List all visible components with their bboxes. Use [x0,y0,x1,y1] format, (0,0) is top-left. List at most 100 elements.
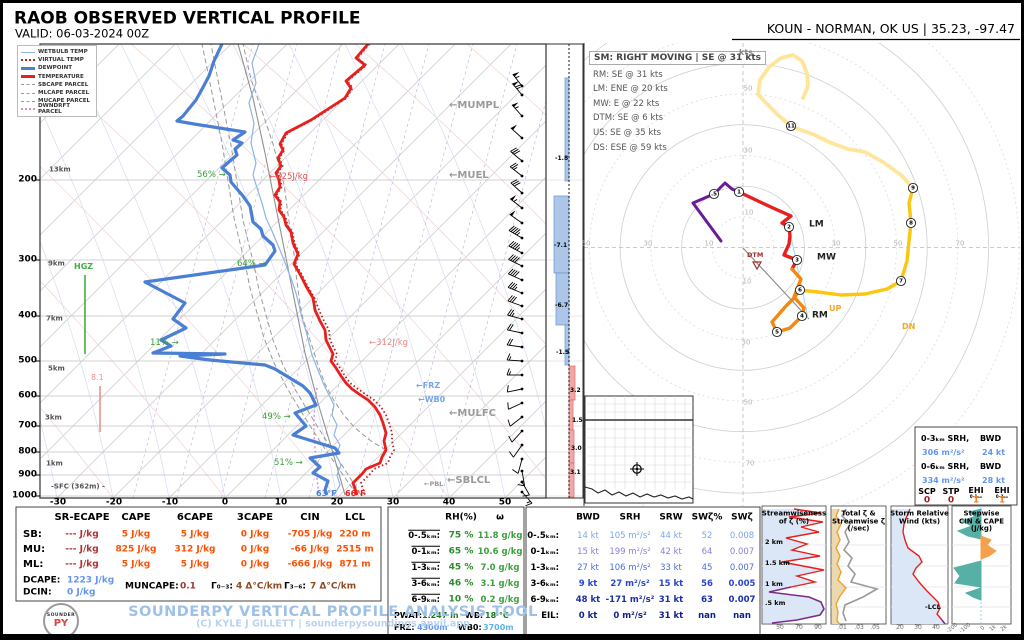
hodograph-trace-segment [691,181,741,243]
kinematics-value: 27 m²/s² [610,578,650,589]
height-marker-circle [895,275,907,287]
wind-barb [508,429,524,443]
thermo-value: 5 J/kg [180,559,210,570]
height-marker-label: 4 [800,312,804,319]
thermo-row-label: ML: [23,559,44,570]
ehi01-value: 1 [972,495,980,506]
stp-value: 0 [947,495,955,506]
skewt-annotation: ←MUMPL [449,100,500,111]
bottom-border-band [3,634,1021,637]
wind-barb [507,281,524,295]
thermo-value: 871 m [339,559,371,570]
barb-staff [517,458,523,474]
legend-item: WETBULB TEMP [21,48,93,56]
thermo-col-header: 6CAPE [176,512,214,523]
kinematics-value: 27 kt [577,562,599,573]
skewt-annotation: ←312J/kg [369,337,409,348]
moist-adiabat-line [344,44,506,498]
barb-full [508,338,514,346]
height-marker-label: 5 [775,328,779,335]
barb-staff [511,430,523,443]
isotherm-line [224,176,546,498]
legend-item-label: MUCAPE PARCEL [38,98,91,105]
barb-half [508,371,512,376]
skewt-annotation: 49% → [262,411,291,422]
kinematics-value: 0.007 [729,546,755,557]
moisture-row-label: 3-6ₖₘ: [411,578,440,589]
kinematics-value: 106 m²/s² [609,562,651,573]
wind-barb [506,323,524,335]
lapse-3-6-label: Γ₃₋₆: [284,581,306,592]
panel-title: Wind (kts) [898,517,941,525]
height-tick-label: -SFC (362m) - [51,482,105,491]
panel-tick-label: 40 [932,624,940,631]
barb-full [509,324,514,331]
legend-item: MLCAPE PARCEL [21,89,93,97]
height-marker-label: 8 [909,219,913,226]
barb-full [509,282,516,289]
height-marker-circle [791,254,803,266]
station-title: KOUN - NORMAN, OK US | 35.23, -97.47 [766,20,1015,36]
barb-full [510,179,518,184]
barb-full [506,338,511,346]
barb-half [514,106,519,109]
wind-barb [510,147,524,163]
legend-item: DWNDRFT PARCEL [21,103,93,115]
barb-full [513,182,521,187]
kinematics-table-box [525,506,761,636]
barb-full [508,254,514,260]
kinematics-col-header: SWζ [731,512,753,523]
barb-full [506,323,512,331]
temp-tick-label: 10 [274,497,288,508]
barb-full [512,148,519,154]
srh-0-6-value: 334 m²/s² [922,476,965,485]
barb-full [514,257,520,263]
text-overlay: 200 300 400 500 600 700 800 900 1000 13km 9km 7km 5k… [3,3,1021,637]
barb-staff [513,444,523,458]
wb-label: WB: [465,611,484,620]
frz-value: 4300m [417,623,448,632]
storm-motion-line: MW: E @ 22 kts [593,98,660,109]
panel-tick-label: 70 [795,624,803,631]
height-tick-label: 1km [46,459,63,468]
rh-value: 45 % [448,562,474,573]
kinematics-value: 52 [701,530,713,541]
temp-tick-label: 20 [330,497,344,508]
bwd-0-3-label: BWD [980,434,1002,443]
barb-full [515,84,522,88]
panel-series-line [835,508,847,625]
legend-item-label: MLCAPE PARCEL [38,90,90,97]
mucape-parcel-trace [242,44,387,451]
barb-half [513,199,518,202]
pressure-tick-label: 1000 [11,490,37,501]
ring-tick-label: 10 [704,239,714,248]
panel-title: Total ζ & [841,509,876,518]
wetbulb-trace [248,44,342,496]
barb-staff [507,388,523,393]
isotherm-line [40,44,232,236]
height-marker-label: 3 [795,256,799,263]
page-title: RAOB OBSERVED VERTICAL PROFILE [14,8,361,29]
thermo-value: -66 J/kg [290,544,330,555]
height-marker-circle [907,182,919,194]
wind-barb [512,72,524,88]
height-marker-label: .5 [711,190,717,197]
panel-fill-lobe [953,560,982,588]
lapse-3-6-value: 7 Δ°C/km [310,581,357,592]
critical-angle-line [788,226,809,319]
mixing-ratio-line [440,99,546,498]
height-marker-circle [771,326,783,338]
barb-flag [512,81,519,86]
storm-motion-vector-line [742,247,810,320]
thermo-col-header: CIN [300,512,320,523]
advection-frame [545,43,584,499]
mixing-ratio-line [264,44,386,498]
inset-map [584,395,694,504]
panel-tick-label: 30 [914,624,922,631]
wind-barb [511,102,524,118]
rh-value: 10 % [448,594,474,605]
wind-barb [508,240,524,255]
wind-barb [506,338,524,349]
kinematics-col-header: SWζ% [691,512,723,523]
